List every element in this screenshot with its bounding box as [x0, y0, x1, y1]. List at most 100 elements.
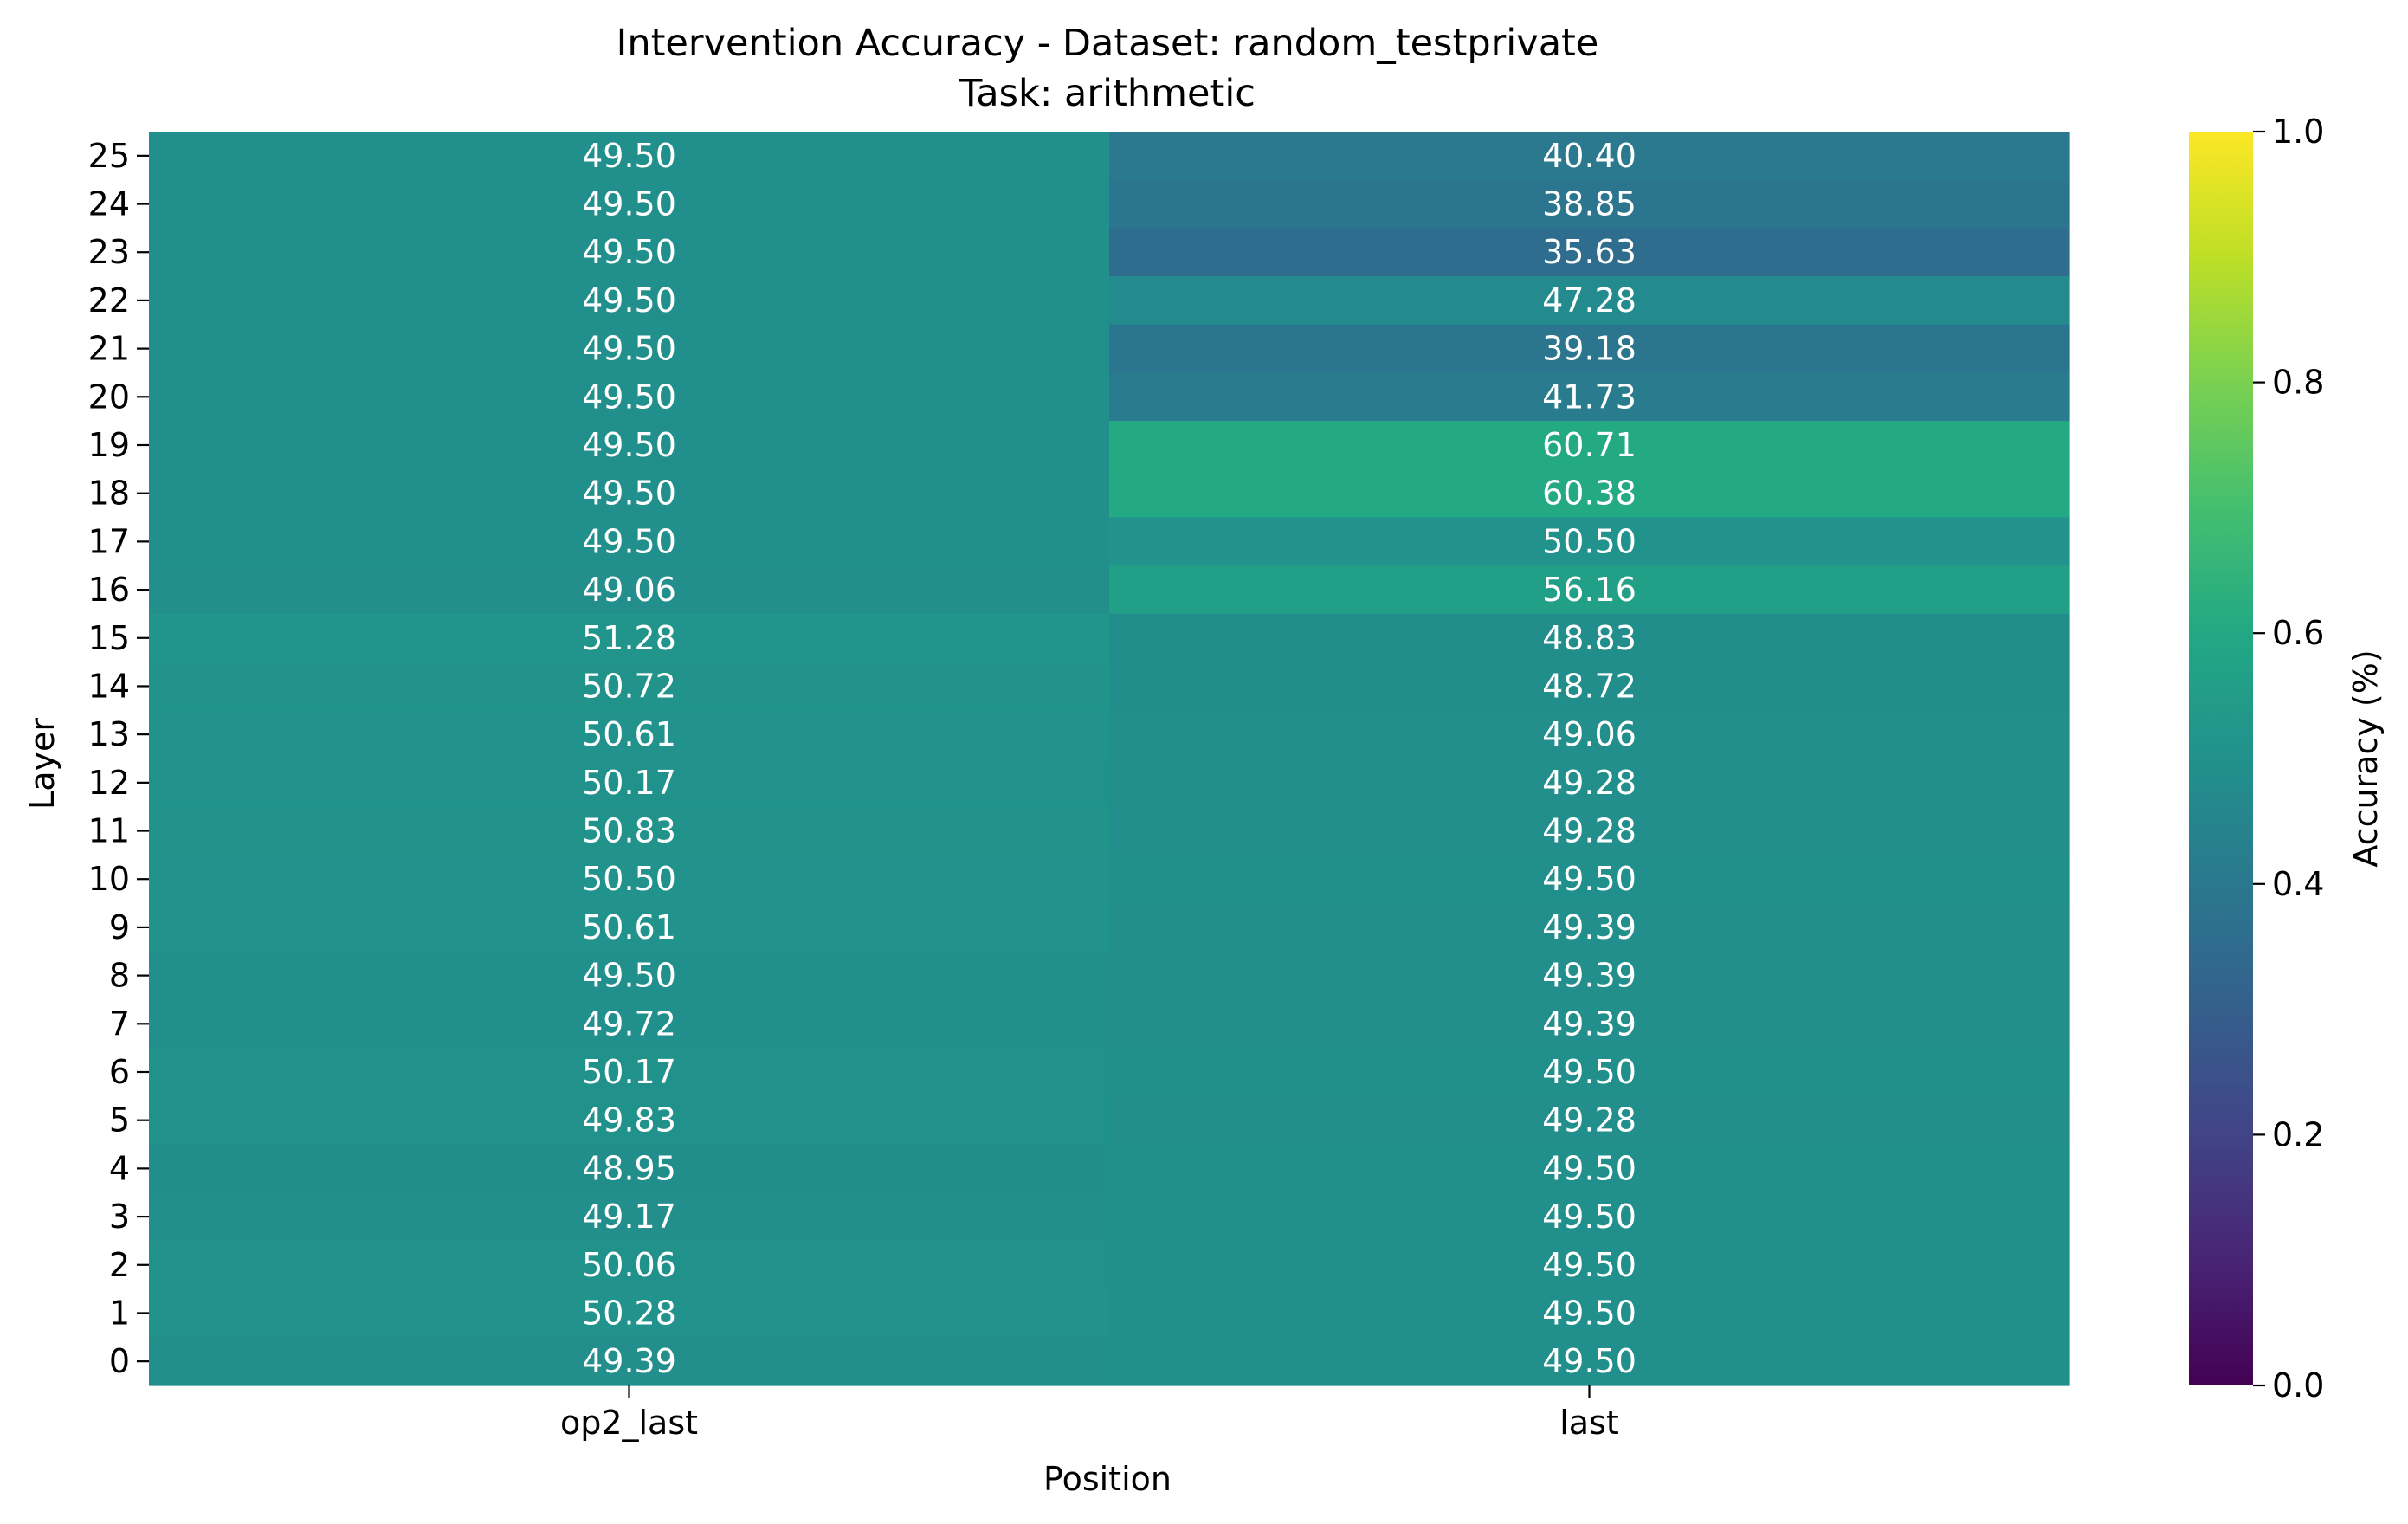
cell-value-label: 49.50	[1542, 1246, 1637, 1284]
heatmap-cell	[1109, 806, 2070, 856]
cell-value-label: 60.71	[1542, 426, 1637, 464]
y-tick-label: 25	[88, 137, 130, 175]
heatmap-cell	[1109, 759, 2070, 808]
heatmap-cell	[1109, 517, 2070, 566]
cell-value-label: 48.83	[1542, 619, 1637, 657]
y-tick-label: 12	[88, 764, 130, 802]
y-tick-label: 21	[88, 330, 130, 368]
colorbar-ticks: 0.0 0.2 0.4 0.6 0.8 1.0	[2253, 113, 2324, 1405]
heatmap-cell	[149, 228, 1110, 277]
x-axis-ticks: op2_last last	[560, 1385, 1619, 1442]
heatmap-cell	[149, 759, 1110, 808]
y-tick-label: 22	[88, 281, 130, 320]
y-tick-label: 10	[88, 860, 130, 898]
colorbar-label: Accuracy (%)	[2347, 649, 2385, 867]
y-tick-label: 0	[109, 1342, 130, 1380]
heatmap-cell	[1109, 613, 2070, 663]
cell-value-label: 49.50	[582, 426, 676, 464]
cell-value-label: 50.61	[582, 908, 676, 946]
cell-value-label: 49.83	[582, 1101, 676, 1140]
heatmap-cell	[1109, 132, 2070, 181]
heatmap-cell	[149, 1288, 1110, 1338]
cell-value-label: 49.39	[1542, 1004, 1637, 1043]
heatmap-cell	[1109, 228, 2070, 277]
cell-value-label: 49.28	[1542, 764, 1637, 802]
heatmap-cell	[1109, 710, 2070, 759]
cell-value-label: 41.73	[1542, 378, 1637, 416]
y-tick-label: 1	[109, 1294, 130, 1332]
heatmap-cell	[1109, 1144, 2070, 1193]
cell-value-label: 49.50	[1542, 1149, 1637, 1187]
y-tick-label: 8	[109, 957, 130, 995]
y-tick-label: 9	[109, 908, 130, 946]
heatmap-cell	[149, 372, 1110, 422]
x-axis-label: Position	[1043, 1460, 1172, 1498]
cell-value-label: 38.85	[1542, 185, 1637, 223]
colorbar	[2189, 132, 2253, 1385]
cell-value-label: 40.40	[1542, 137, 1637, 175]
cell-value-label: 35.63	[1542, 233, 1637, 271]
heatmap-cell	[149, 806, 1110, 856]
heatmap-cell	[1109, 1240, 2070, 1290]
y-tick-label: 5	[109, 1101, 130, 1140]
colorbar-tick-label: 0.8	[2272, 364, 2324, 402]
heatmap-cell	[149, 421, 1110, 470]
colorbar-tick-label: 0.4	[2272, 865, 2324, 903]
cell-value-label: 49.17	[582, 1198, 676, 1236]
y-tick-label: 15	[88, 619, 130, 657]
heatmap-cell	[1109, 565, 2070, 615]
heatmap-cell	[149, 324, 1110, 374]
heatmap-cell	[1109, 1337, 2070, 1386]
heatmap-cell	[1109, 421, 2070, 470]
heatmap-cell	[149, 662, 1110, 711]
heatmap-cell	[1109, 372, 2070, 422]
heatmap-cell	[1109, 1095, 2070, 1146]
heatmap-cell	[149, 179, 1110, 229]
y-tick-label: 11	[88, 812, 130, 850]
y-tick-label: 24	[88, 185, 130, 223]
cell-value-label: 49.50	[582, 185, 676, 223]
y-axis-ticks: 2524232221201918171615141312111098765432…	[88, 137, 149, 1380]
x-tick-label: last	[1559, 1404, 1619, 1442]
cell-value-label: 49.50	[582, 281, 676, 320]
cell-value-label: 49.50	[1542, 1294, 1637, 1332]
y-tick-label: 23	[88, 233, 130, 271]
y-tick-label: 18	[88, 475, 130, 513]
y-tick-label: 2	[109, 1246, 130, 1284]
chart-title-line1: Intervention Accuracy - Dataset: random_…	[617, 22, 1599, 65]
heatmap-cell	[149, 1144, 1110, 1193]
heatmap-cell	[149, 999, 1110, 1049]
cell-value-label: 50.83	[582, 812, 676, 850]
heatmap-cell	[149, 613, 1110, 663]
cell-value-label: 49.72	[582, 1004, 676, 1043]
y-tick-label: 17	[88, 522, 130, 560]
cell-value-label: 49.50	[582, 475, 676, 513]
heatmap-cell	[1109, 855, 2070, 904]
cell-value-label: 49.50	[1542, 1053, 1637, 1091]
heatmap-cell	[1109, 468, 2070, 519]
y-tick-label: 19	[88, 426, 130, 464]
cell-value-label: 49.50	[1542, 1342, 1637, 1380]
cell-value-label: 50.72	[582, 667, 676, 705]
colorbar-tick-label: 1.0	[2272, 113, 2324, 151]
cell-value-label: 48.72	[1542, 667, 1637, 705]
heatmap-cell	[149, 468, 1110, 519]
colorbar-tick-label: 0.6	[2272, 614, 2324, 652]
heatmap-cell	[1109, 179, 2070, 229]
y-tick-label: 6	[109, 1053, 130, 1091]
heatmap-cell	[1109, 1048, 2070, 1097]
y-tick-label: 14	[88, 667, 130, 705]
heatmap-cell	[149, 903, 1110, 953]
cell-value-label: 50.50	[582, 860, 676, 898]
heatmap-cell	[1109, 999, 2070, 1049]
cell-value-label: 49.50	[582, 137, 676, 175]
heatmap-cell	[149, 1192, 1110, 1242]
y-tick-label: 16	[88, 571, 130, 609]
heatmap-cell	[149, 855, 1110, 904]
y-tick-label: 7	[109, 1004, 130, 1043]
heatmap-cells	[149, 132, 2070, 1386]
heatmap-cell	[1109, 1192, 2070, 1242]
y-tick-label: 13	[88, 715, 130, 753]
cell-value-label: 49.50	[582, 233, 676, 271]
